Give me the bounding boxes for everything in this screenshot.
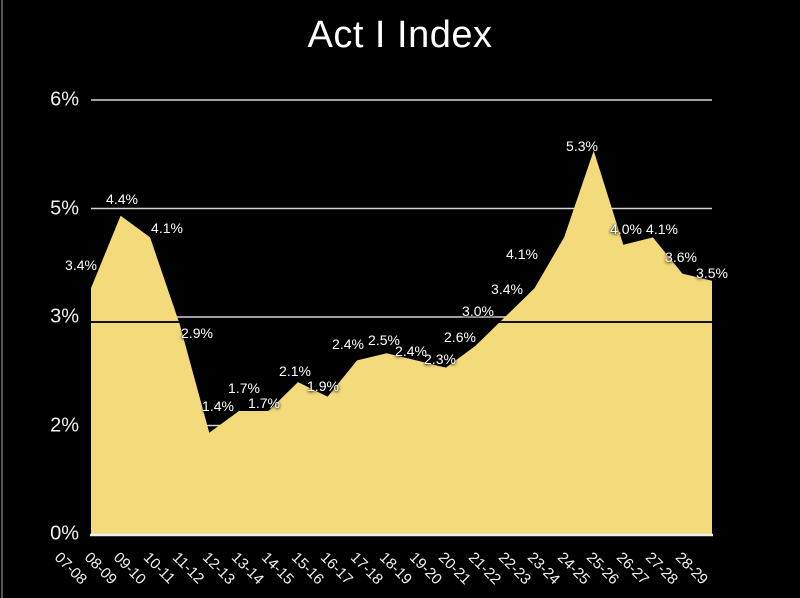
y-tick-label: 5% xyxy=(50,197,79,219)
data-label: 3.0% xyxy=(462,303,494,319)
data-label: 2.5% xyxy=(368,332,400,348)
screen-edge-line xyxy=(1,0,3,598)
data-label: 3.4% xyxy=(491,281,523,297)
data-label: 4.1% xyxy=(151,220,183,236)
data-label: 2.9% xyxy=(181,325,213,341)
data-label: 3.5% xyxy=(696,265,728,281)
y-tick-label: 6% xyxy=(50,88,79,111)
data-label: 2.6% xyxy=(444,329,476,345)
y-tick-label: 0% xyxy=(50,522,79,545)
data-label: 4.0% xyxy=(610,221,642,237)
data-label: 3.4% xyxy=(65,257,97,273)
y-tick-label: 2% xyxy=(50,414,79,436)
data-label: 2.1% xyxy=(279,363,311,379)
y-tick-label: 3% xyxy=(50,305,79,328)
data-label: 2.4% xyxy=(332,336,364,352)
data-label: 1.7% xyxy=(228,380,260,396)
data-label: 1.9% xyxy=(307,378,339,394)
data-label: 4.1% xyxy=(646,221,678,237)
data-label: 2.3% xyxy=(424,351,456,367)
data-label: 1.7% xyxy=(248,395,280,411)
data-label: 4.1% xyxy=(506,246,538,262)
area-series xyxy=(91,150,712,534)
data-label: 2.4% xyxy=(395,343,427,359)
chart-title: Act I Index xyxy=(307,14,493,56)
data-label: 4.4% xyxy=(106,191,138,207)
data-label: 5.3% xyxy=(566,138,598,154)
data-label: 3.6% xyxy=(665,249,697,265)
data-label: 1.4% xyxy=(202,398,234,414)
